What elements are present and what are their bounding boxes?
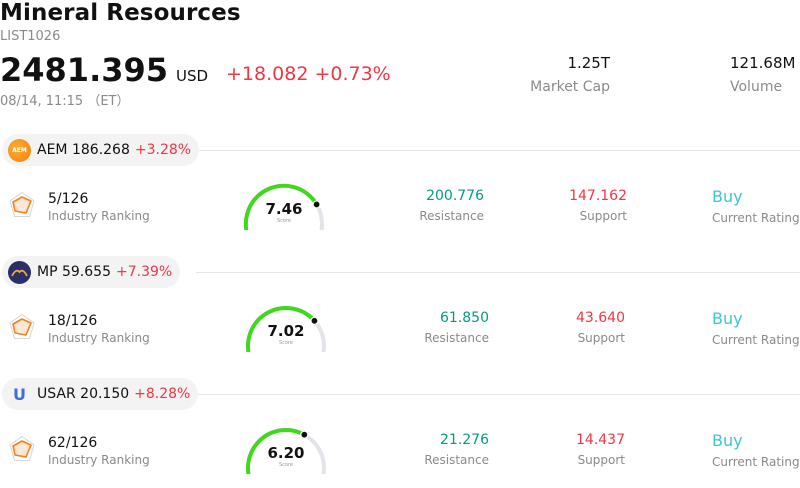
ranking-value: 5/126 [48,191,89,207]
timestamp: 08/14, 11:15 （ET） [0,94,130,109]
stock-logo-text: AEM [12,146,27,154]
ranking-label: Industry Ranking [48,331,150,345]
index-code: LIST1026 [0,29,61,44]
stock-price: 186.268 [71,142,130,158]
page-title: Mineral Resources [0,0,241,26]
stock-price: 59.655 [61,264,111,280]
price-change: +18.082 +0.73% [226,63,391,85]
radar-icon [9,191,35,217]
stock-change-pct: +7.39% [115,264,173,280]
support-value: 14.437 [576,432,625,448]
rating-value[interactable]: Buy [712,187,743,206]
radar-icon [9,435,35,461]
score-value: 7.02 [267,322,305,340]
row-divider [196,150,800,151]
industry-ranking: 62/126 Industry Ranking [48,435,150,467]
stock-logo-text: U [13,384,26,404]
score-gauge: 7.46 Score [242,182,332,245]
market-cap-stat: 1.25T Market Cap [500,54,610,95]
gauge-arc [243,183,324,245]
resistance-col: 61.850 Resistance [409,310,489,345]
industry-ranking: 5/126 Industry Ranking [48,191,150,223]
resistance-value: 200.776 [426,188,484,204]
change-percent: +0.73% [314,63,391,85]
resistance-value: 61.850 [440,310,489,326]
resistance-col: 200.776 Resistance [404,188,484,223]
index-price: 2481.395 [0,51,169,89]
current-rating[interactable]: Buy Current Rating [712,309,800,347]
rating-label: Current Rating [712,211,800,225]
support-col: 14.437 Support [553,432,625,467]
stock-chip[interactable]: MP 59.655 +7.39% [2,256,181,288]
resistance-label: Resistance [419,209,484,223]
support-col: 43.640 Support [553,310,625,345]
rating-value[interactable]: Buy [712,431,743,450]
volume-label: Volume [730,79,783,95]
stock-change-pct: +3.28% [134,142,192,158]
resistance-label: Resistance [424,331,489,345]
ranking-label: Industry Ranking [48,209,150,223]
stock-ticker: AEM [37,142,68,158]
stock-ticker: MP [37,264,58,280]
volume-value: 121.68M [730,54,796,72]
stock-logo [8,260,31,284]
stock-price: 20.150 [80,386,130,402]
market-cap-value: 1.25T [567,54,610,72]
support-col: 147.162 Support [555,188,627,223]
gauge-arc [246,306,326,367]
currency-label: USD [176,67,209,85]
support-label: Support [577,453,625,467]
stock-logo: U [8,383,31,406]
radar-icon [9,313,35,339]
stock-logo: AEM [8,138,31,162]
current-rating[interactable]: Buy Current Rating [712,187,800,225]
stock-ticker: USAR [37,386,76,402]
score-label: Score [276,218,291,224]
mp-logo-mark [11,269,28,276]
industry-ranking: 18/126 Industry Ranking [48,313,150,345]
ranking-label: Industry Ranking [48,453,150,467]
stock-change-pct: +8.28% [134,386,191,402]
rating-label: Current Rating [712,333,800,347]
row-divider [196,272,800,273]
score-gauge: 7.02 Score [244,304,334,367]
change-value: +18.082 [226,63,309,85]
resistance-label: Resistance [424,453,489,467]
rating-value[interactable]: Buy [712,309,743,328]
current-rating[interactable]: Buy Current Rating [712,431,800,469]
rating-label: Current Rating [712,455,800,469]
volume-stat: 121.68M Volume [700,54,800,95]
support-value: 43.640 [576,310,625,326]
stock-chip[interactable]: U USAR 20.150 +8.28% [2,378,199,410]
market-cap-label: Market Cap [530,79,610,95]
support-label: Support [577,331,625,345]
stock-chip[interactable]: AEM AEM 186.268 +3.28% [2,134,200,166]
score-value: 6.20 [267,444,305,462]
score-label: Score [278,462,293,468]
resistance-value: 21.276 [440,432,489,448]
ranking-value: 62/126 [48,435,98,451]
resistance-col: 21.276 Resistance [409,432,489,467]
score-value: 7.46 [265,200,303,218]
support-value: 147.162 [569,188,627,204]
score-gauge: 6.20 Score [244,426,334,488]
support-label: Support [579,209,627,223]
score-label: Score [278,340,293,346]
ranking-value: 18/126 [48,313,98,329]
row-divider [196,394,800,395]
